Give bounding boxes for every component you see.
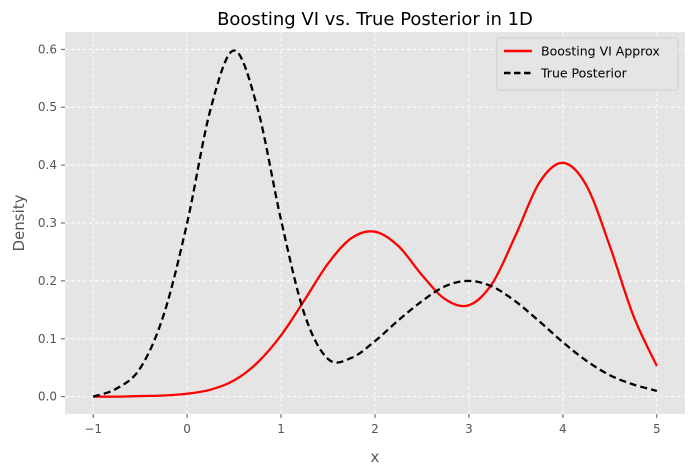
- y-tick-label: 0.4: [38, 158, 57, 172]
- x-tick-label: −1: [84, 422, 102, 436]
- x-axis: −1 0 1 2 3 4 5: [84, 414, 661, 436]
- y-tick-label: 0.0: [38, 390, 57, 404]
- true-posterior-line: [92, 49, 658, 398]
- x-tick-label: 1: [277, 422, 285, 436]
- legend-label-true-posterior: True Posterior: [540, 66, 628, 81]
- y-axis-label: Density: [10, 194, 28, 251]
- y-tick-label: 0.6: [38, 42, 57, 56]
- chart-title: Boosting VI vs. True Posterior in 1D: [217, 9, 533, 30]
- y-tick-label: 0.2: [38, 274, 57, 288]
- y-axis: 0.0 0.1 0.2 0.3 0.4 0.5 0.6: [38, 42, 65, 404]
- legend: Boosting VI Approx True Posterior: [496, 37, 679, 91]
- y-tick-label: 0.1: [38, 332, 57, 346]
- x-tick-label: 0: [183, 422, 191, 436]
- y-tick-label: 0.3: [38, 216, 57, 230]
- y-tick-label: 0.5: [38, 100, 57, 114]
- x-tick-label: 3: [465, 422, 473, 436]
- x-tick-label: 2: [371, 422, 379, 436]
- legend-label-boosting-vi: Boosting VI Approx: [541, 44, 660, 59]
- legend-box: [496, 37, 679, 91]
- series-layer: [92, 49, 658, 398]
- x-tick-label: 5: [653, 422, 661, 436]
- x-axis-label: x: [371, 448, 380, 466]
- x-tick-label: 4: [559, 422, 567, 436]
- boosting-vi-approx-line: [93, 161, 658, 398]
